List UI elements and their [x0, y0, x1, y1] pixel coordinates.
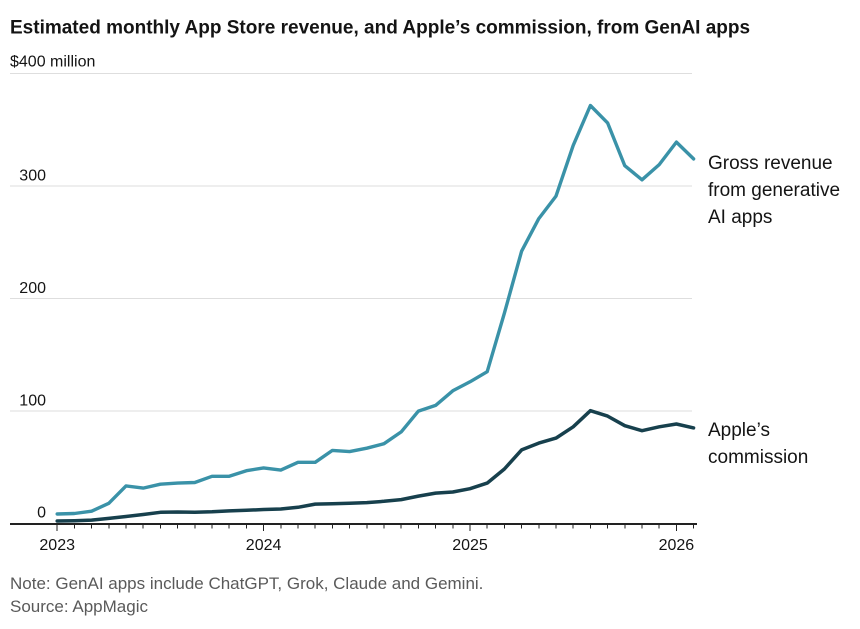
- svg-text:2024: 2024: [246, 537, 282, 554]
- svg-text:300: 300: [19, 168, 46, 185]
- svg-text:$400 million: $400 million: [10, 54, 95, 71]
- svg-text:Source: AppMagic: Source: AppMagic: [10, 597, 148, 616]
- svg-text:AI apps: AI apps: [708, 207, 772, 228]
- svg-text:2025: 2025: [452, 537, 488, 554]
- svg-text:Note: GenAI apps include ChatG: Note: GenAI apps include ChatGPT, Grok, …: [10, 574, 483, 593]
- svg-text:from generative: from generative: [708, 180, 840, 201]
- svg-text:100: 100: [19, 392, 46, 409]
- svg-text:Estimated monthly App Store re: Estimated monthly App Store revenue, and…: [10, 18, 750, 39]
- svg-text:commission: commission: [708, 447, 808, 468]
- svg-text:200: 200: [19, 280, 46, 297]
- svg-text:0: 0: [37, 505, 46, 522]
- svg-text:Gross revenue: Gross revenue: [708, 153, 833, 174]
- svg-text:2026: 2026: [659, 537, 695, 554]
- svg-text:2023: 2023: [39, 537, 75, 554]
- svg-text:Apple’s: Apple’s: [708, 420, 770, 441]
